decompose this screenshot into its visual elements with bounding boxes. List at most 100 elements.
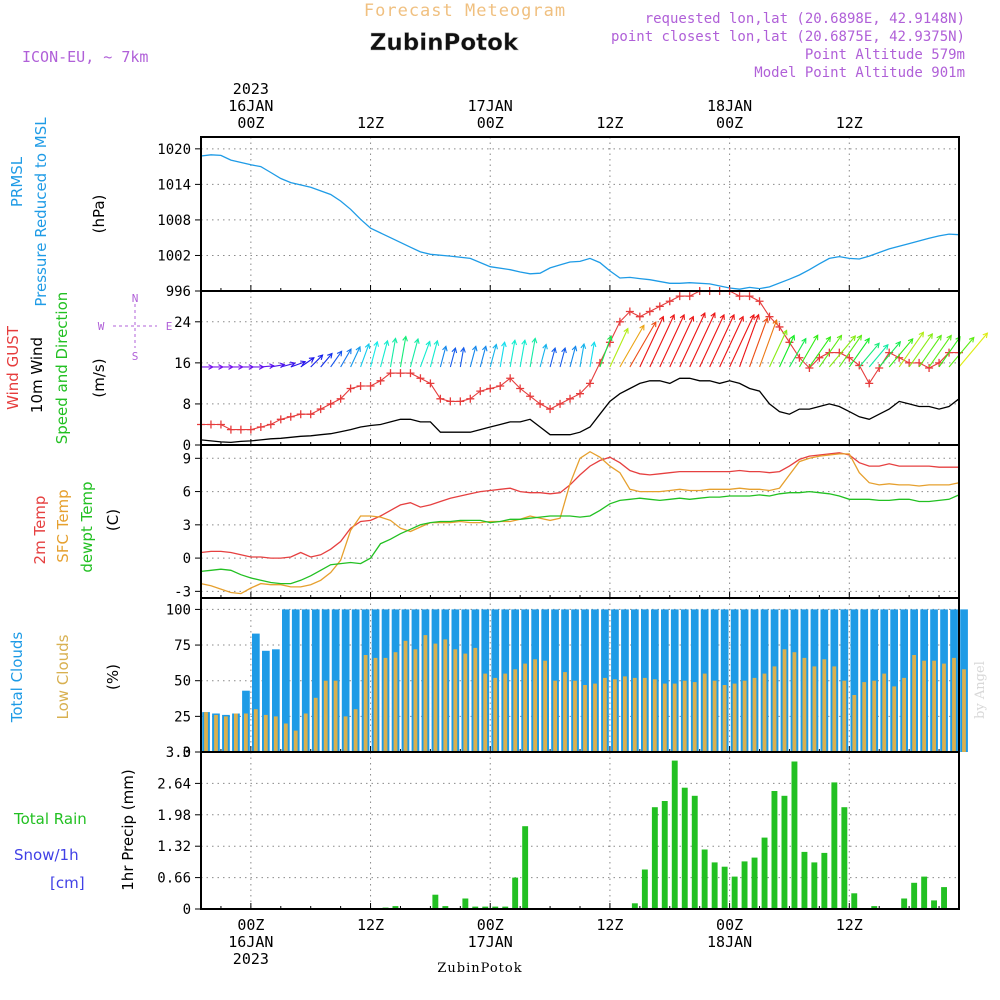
gust-marker xyxy=(346,384,355,393)
gust-marker xyxy=(536,399,545,408)
time-label-top: 00Z xyxy=(716,114,743,132)
wind-arrow-head xyxy=(364,342,371,350)
gust-marker xyxy=(406,369,415,378)
wind-arrow xyxy=(389,338,397,368)
low-cloud-bar xyxy=(772,666,777,752)
wind-arrow-head xyxy=(700,312,706,319)
low-cloud-bar xyxy=(373,657,378,752)
model-altitude: Model Point Altitude 901m xyxy=(754,65,965,81)
low-cloud-bar xyxy=(553,680,557,752)
wind-arrow xyxy=(429,340,438,368)
temp2m-label: 2m Temp xyxy=(31,496,49,565)
gust-marker xyxy=(875,364,884,372)
dewpt-label: dewpt Temp xyxy=(78,481,96,572)
total-cloud-bar xyxy=(311,609,320,752)
wind-arrow xyxy=(439,346,447,368)
wind-arrow xyxy=(679,312,706,368)
y-tick-label: 1020 xyxy=(157,142,191,158)
time-label-top: 12Z xyxy=(596,114,623,132)
low-cloud-bar xyxy=(912,655,916,752)
time-label-bottom: 2023 xyxy=(233,950,269,968)
low-cloud-bar xyxy=(842,680,847,752)
time-label-bottom: 12Z xyxy=(596,916,623,934)
low-cloud-bar xyxy=(882,673,887,752)
wind-arrow xyxy=(649,314,675,368)
wind-arrow-head xyxy=(679,313,685,320)
wind-arrow xyxy=(808,336,831,368)
low-cloud-bar xyxy=(483,673,488,752)
rain-bar xyxy=(821,852,828,909)
gust-marker xyxy=(815,353,824,362)
total-cloud-bar xyxy=(291,609,300,752)
low-cloud-bar xyxy=(493,677,498,752)
wind-arrow-head xyxy=(391,337,398,344)
wind-arrow xyxy=(918,335,942,368)
total-cloud-bar xyxy=(262,650,270,752)
dewpoint-line xyxy=(200,490,960,585)
gust-marker xyxy=(476,387,485,396)
low-cloud-bar xyxy=(533,659,537,752)
low-cloud-bar xyxy=(463,653,468,752)
time-label-top: 17JAN xyxy=(468,97,513,115)
wind-arrow xyxy=(280,362,295,368)
total-cloud-bar xyxy=(720,609,729,752)
wind-arrow-head xyxy=(442,345,448,352)
gust-marker xyxy=(206,420,215,429)
low-cloud-bar xyxy=(892,686,897,752)
gust-marker xyxy=(665,297,674,306)
wind-arrow xyxy=(529,338,536,368)
wind-arrow-head xyxy=(825,336,832,343)
low-cloud-bar xyxy=(343,716,348,752)
wind-arrow-head xyxy=(492,343,498,350)
rain-bar xyxy=(701,849,708,909)
wind-arrow xyxy=(499,342,506,368)
gust-marker xyxy=(685,292,694,301)
wind-arrow xyxy=(818,335,842,368)
low-cloud-bar xyxy=(802,657,807,752)
gust-marker xyxy=(865,379,874,388)
y-tick-label: 3 xyxy=(183,518,191,534)
wind-arrow xyxy=(379,340,389,368)
total-cloud-bar xyxy=(860,609,869,752)
wind-arrow-head xyxy=(414,337,420,344)
compass-s: S xyxy=(132,350,139,363)
low-cloud-bar xyxy=(712,680,717,752)
cloud-unit: (%) xyxy=(104,664,122,690)
y-tick-label: 2.64 xyxy=(157,776,191,792)
gust-line xyxy=(201,290,959,431)
wind-arrow xyxy=(459,347,465,368)
low-cloud-bar xyxy=(952,657,956,752)
low-cloud-bar xyxy=(244,713,248,752)
gust-marker xyxy=(466,394,475,403)
wind-arrow xyxy=(509,340,516,368)
low-cloud-bar xyxy=(822,659,827,752)
y-tick-label: 1.98 xyxy=(157,808,191,824)
wind-arrow xyxy=(310,354,324,368)
y-tick-label: 1008 xyxy=(157,213,191,229)
low-cloud-bar xyxy=(613,679,617,752)
gust-marker xyxy=(256,423,265,432)
gust-marker xyxy=(805,364,814,372)
gust-marker xyxy=(566,394,575,403)
wind-arrow xyxy=(409,338,419,368)
time-label-bottom: 16JAN xyxy=(228,933,273,951)
wind-arrow-head xyxy=(590,341,597,348)
gust-marker xyxy=(506,374,515,383)
low-cloud-bar xyxy=(642,677,647,752)
gust-marker xyxy=(376,376,385,385)
wind-unit: (m/s) xyxy=(90,358,108,397)
gust-marker xyxy=(416,374,425,383)
rain-bar xyxy=(931,900,937,909)
y-tick-label: 0 xyxy=(183,902,191,918)
rain-bar xyxy=(811,862,818,909)
pressure-unit: (hPa) xyxy=(90,195,108,234)
gust-marker xyxy=(795,353,804,362)
wind-arrow-head xyxy=(918,331,925,338)
wind-arrow xyxy=(848,338,870,368)
wind-arrow xyxy=(888,338,914,368)
gust-marker xyxy=(765,312,774,321)
gust-marker xyxy=(845,353,854,362)
wind-arrow xyxy=(290,361,306,368)
